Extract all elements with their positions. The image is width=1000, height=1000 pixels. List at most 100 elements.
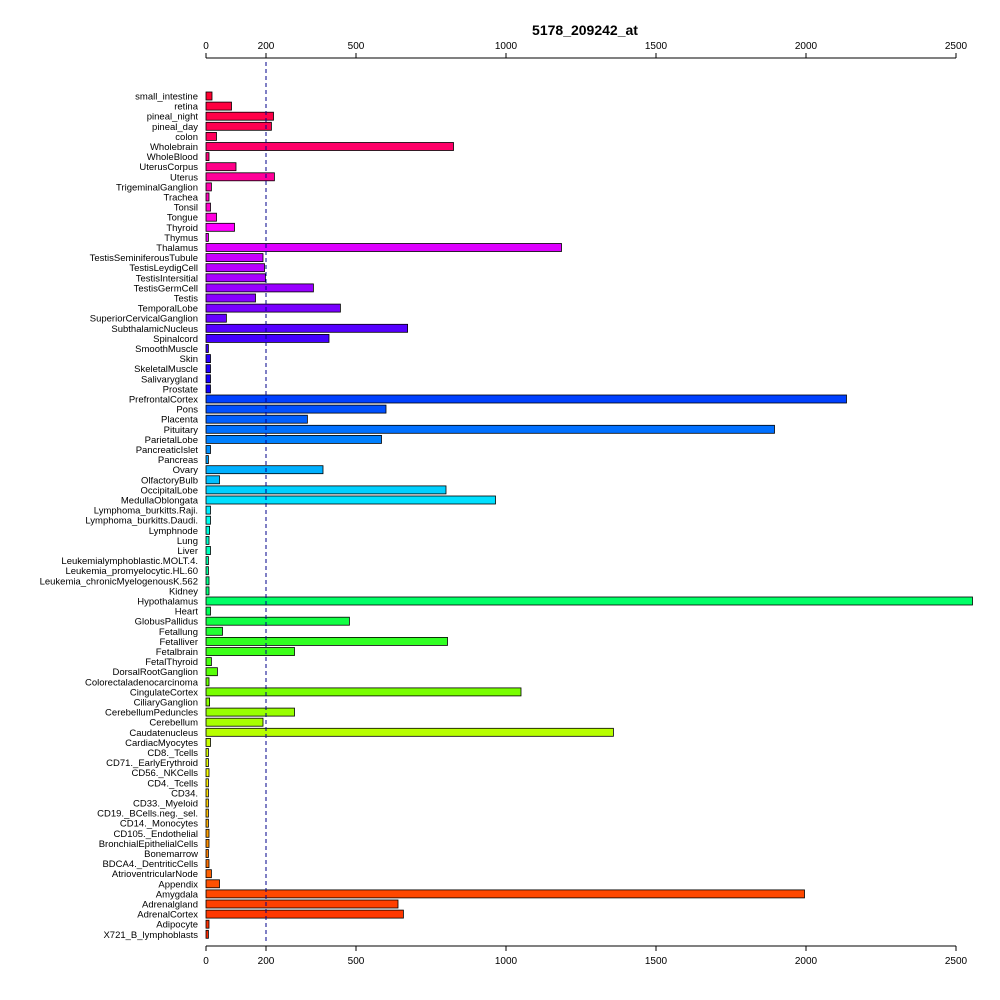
- bar: [205, 495, 496, 505]
- x-axis-bottom-tick-label: 200: [258, 956, 275, 967]
- bar: [205, 778, 209, 788]
- category-label: Hypothalamus: [137, 597, 198, 608]
- bar: [205, 566, 209, 576]
- category-label: ParietalLobe: [145, 435, 198, 446]
- category-label: WholeBlood: [147, 152, 198, 163]
- bar: [205, 929, 209, 939]
- x-axis-top-tick-label: 200: [258, 41, 275, 52]
- bar: [205, 192, 210, 202]
- x-axis-top-tick-label: 2000: [795, 41, 818, 52]
- category-label: Placenta: [161, 415, 199, 426]
- bar: [205, 222, 235, 232]
- category-label: Bonemarrow: [144, 849, 198, 860]
- bar: [205, 354, 211, 364]
- category-label: Heart: [175, 607, 199, 618]
- category-label: Lymphoma_burkitts.Raji.: [94, 506, 198, 517]
- bar: [205, 333, 330, 343]
- bar: [205, 445, 211, 454]
- x-axis-bottom-tick-label: 1500: [645, 956, 668, 967]
- category-label: Thymus: [164, 233, 198, 244]
- x-axis-bottom-tick-label: 500: [348, 956, 365, 967]
- category-label: CardiacMyocytes: [125, 738, 198, 749]
- bar: [205, 697, 210, 707]
- bar: [205, 202, 211, 212]
- category-label: SubthalamicNucleus: [111, 324, 198, 335]
- bar: [205, 253, 264, 263]
- category-label: Tongue: [167, 213, 198, 224]
- bar: [205, 384, 211, 394]
- bar: [205, 424, 775, 434]
- category-label: MedullaOblongata: [121, 496, 199, 507]
- bar: [205, 404, 387, 414]
- bar: [205, 263, 265, 273]
- bar: [205, 687, 522, 697]
- category-label: Tonsil: [174, 203, 198, 214]
- bar: [205, 313, 227, 323]
- category-label: CD56._NKCells: [131, 768, 198, 779]
- category-label: Adrenalgland: [142, 900, 198, 911]
- category-label: pineal_night: [147, 112, 199, 123]
- category-label: Leukemialymphoblastic.MOLT.4.: [61, 556, 198, 567]
- category-label: FetalThyroid: [145, 657, 198, 668]
- bar: [205, 879, 220, 889]
- category-label: OlfactoryBulb: [141, 475, 198, 486]
- bar: [205, 344, 209, 353]
- category-label: PrefrontalCortex: [129, 395, 198, 406]
- bar: [205, 434, 382, 444]
- category-label: Uterus: [170, 172, 198, 183]
- category-label: SkeletalMuscle: [134, 364, 198, 375]
- x-axis-top-tick-label: 0: [203, 41, 209, 52]
- bar: [205, 899, 399, 909]
- category-label: CD105._Endothelial: [113, 829, 198, 840]
- category-label: Pancreas: [158, 455, 198, 466]
- bar: [205, 303, 341, 313]
- category-label: Spinalcord: [153, 334, 198, 345]
- bar: [205, 374, 211, 384]
- bar: [205, 546, 211, 555]
- category-label: CD4._Tcells: [147, 778, 198, 789]
- bar: [205, 859, 210, 868]
- category-label: Lymphoma_burkitts.Daudi.: [85, 516, 198, 527]
- bar: [205, 162, 237, 172]
- bar: [205, 586, 210, 596]
- bar: [205, 798, 209, 808]
- bar: [205, 828, 210, 838]
- bar: [205, 515, 211, 525]
- bar: [205, 576, 210, 586]
- category-label: Liver: [177, 546, 198, 557]
- bar: [205, 818, 209, 828]
- bar: [205, 414, 308, 424]
- bar: [205, 101, 232, 111]
- bars-group: [205, 91, 973, 939]
- bar: [205, 626, 223, 636]
- bar: [205, 667, 218, 677]
- bar: [205, 536, 210, 545]
- category-label: CD14._Monocytes: [120, 819, 198, 830]
- bar: [205, 647, 295, 656]
- bar: [205, 121, 272, 131]
- x-axis-bottom-tick-label: 2000: [795, 956, 818, 967]
- bar: [205, 677, 210, 687]
- bar: [205, 839, 210, 848]
- x-axis-bottom: 0 200 500 1000 1500 2000 2500: [203, 945, 968, 967]
- category-label: BronchialEpithelialCells: [99, 839, 199, 850]
- category-label: Testis: [174, 294, 199, 305]
- category-label: Wholebrain: [150, 142, 198, 153]
- bar: [205, 525, 210, 535]
- category-label: Lung: [177, 536, 198, 547]
- category-label: Thalamus: [156, 243, 198, 254]
- category-label: DorsalRootGanglion: [112, 667, 198, 678]
- bar: [205, 717, 264, 727]
- bar: [205, 727, 614, 737]
- bar: [205, 394, 847, 404]
- category-label: CD34.: [171, 788, 198, 799]
- bar: [205, 808, 209, 818]
- bar: [205, 788, 209, 798]
- bar: [205, 465, 324, 475]
- bar: [205, 748, 209, 757]
- bar: [205, 889, 805, 899]
- category-label: CD19._BCells.neg._sel.: [97, 809, 198, 820]
- bar: [205, 869, 212, 879]
- bar: [205, 485, 447, 495]
- category-label: Leukemia_chronicMyelogenousK.562: [40, 576, 198, 587]
